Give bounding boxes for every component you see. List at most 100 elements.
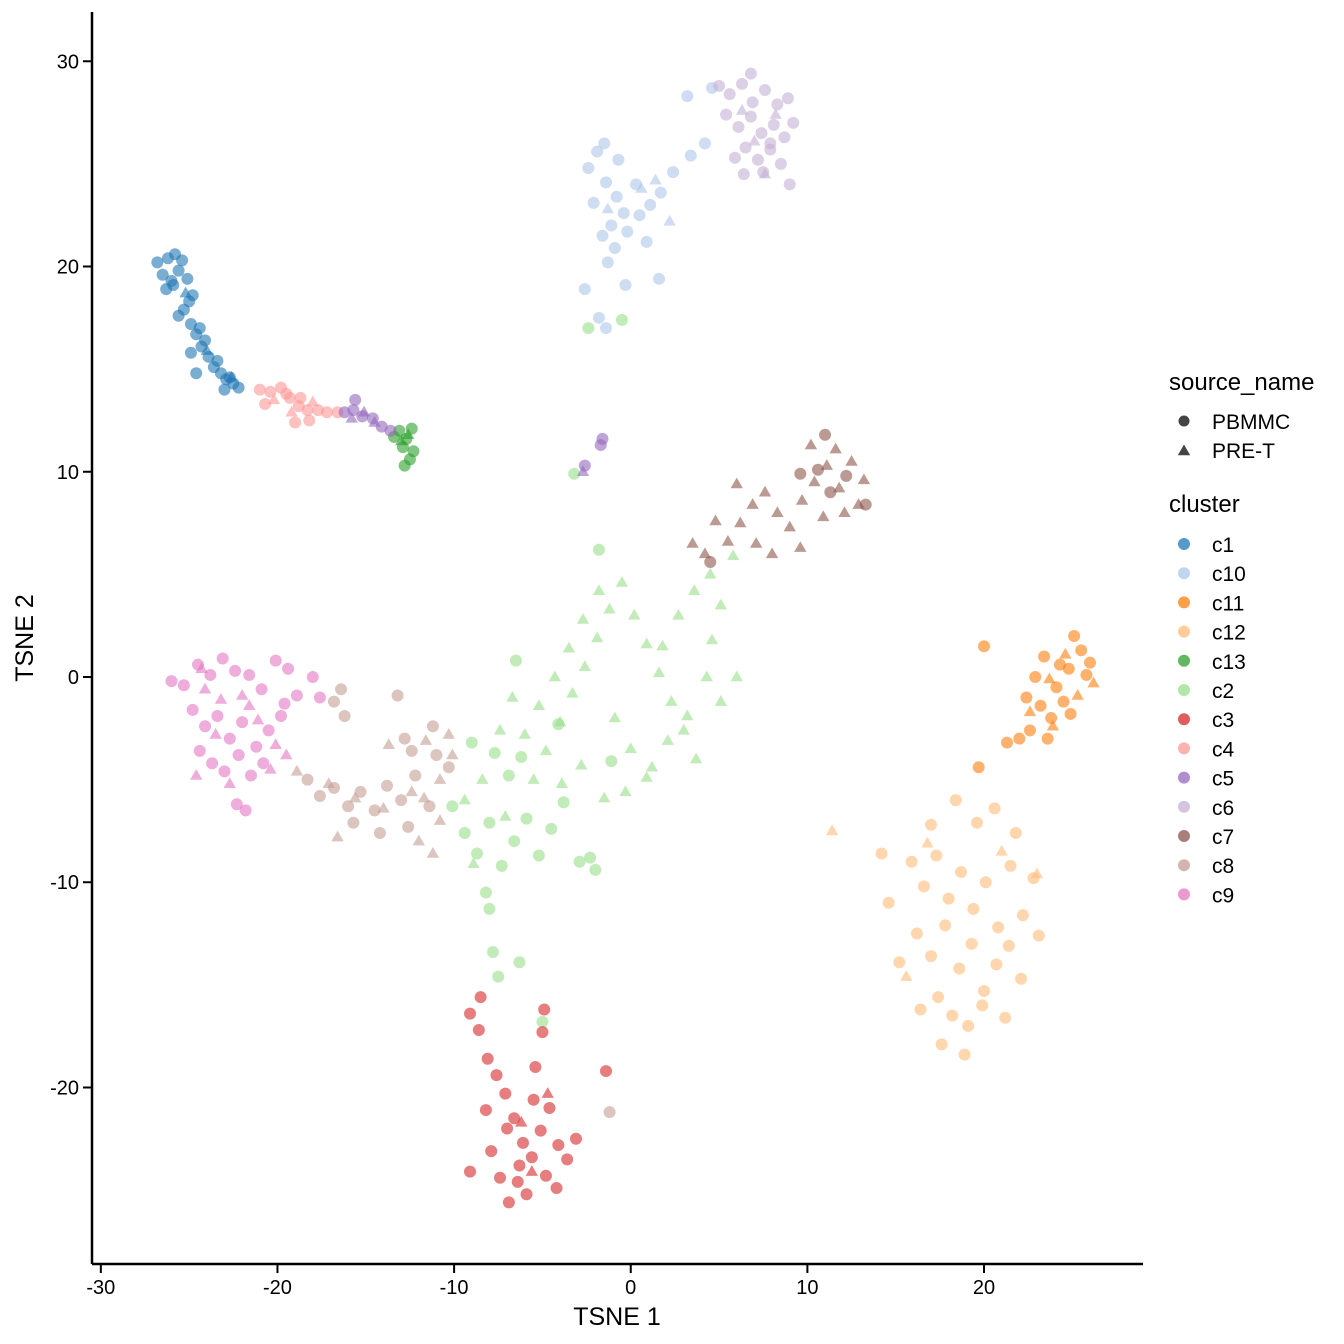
- color-legend-label-c12: c12: [1212, 622, 1246, 645]
- point-c2-triangle-30: [714, 695, 728, 706]
- point-c11-circle-17: [978, 640, 991, 653]
- point-c7-triangle-9: [820, 459, 833, 470]
- color-legend-key-c2: [1178, 684, 1190, 696]
- point-c6-circle-3: [746, 96, 759, 109]
- x-tick-label-1: -20: [263, 1277, 292, 1299]
- point-c9-triangle-10: [195, 662, 208, 674]
- point-c12-triangle-2: [995, 844, 1008, 856]
- y-tick-label-5: 30: [57, 51, 79, 73]
- point-c11-circle-0: [1029, 670, 1042, 683]
- point-c5-triangle-0: [345, 411, 358, 423]
- point-c3-triangle-2: [541, 1087, 554, 1098]
- point-c10-circle-27: [619, 278, 632, 291]
- shape-legend-entries: PBMMC PRE-T: [1177, 411, 1290, 463]
- point-c11-circle-4: [1075, 644, 1088, 657]
- point-c6-circle-8: [732, 120, 745, 133]
- point-c2-circle-19: [488, 746, 501, 759]
- point-c11-circle-10: [1041, 732, 1054, 745]
- point-c10-circle-20: [667, 166, 680, 179]
- point-c12-circle-11: [925, 950, 938, 963]
- point-c11-circle-13: [1084, 656, 1097, 669]
- point-c2-triangle-13: [689, 752, 703, 764]
- point-c2-triangle-24: [672, 608, 685, 620]
- point-c2-circle-10: [479, 886, 492, 899]
- color-legend-key-c6: [1178, 800, 1190, 813]
- point-c2-circle-17: [589, 863, 602, 876]
- point-c2-circle-16: [584, 851, 597, 864]
- point-c8-circle-9: [423, 800, 436, 813]
- point-c3-circle-17: [485, 1145, 498, 1158]
- point-c12-triangle-4: [900, 970, 913, 981]
- shape-legend-label-0: PBMMC: [1212, 411, 1290, 434]
- y-axis-title: TSNE 2: [11, 594, 39, 682]
- x-tick-label-4: 10: [796, 1277, 818, 1299]
- point-c1-circle-22: [211, 354, 224, 367]
- point-c9-circle-3: [204, 668, 217, 681]
- point-c3-circle-14: [520, 1188, 533, 1201]
- point-c9-triangle-0: [198, 682, 212, 694]
- point-c12-circle-24: [935, 1038, 948, 1051]
- point-c2-circle-3: [483, 816, 496, 829]
- point-c9-circle-6: [243, 668, 256, 681]
- color-legend-key-c3: [1178, 713, 1190, 726]
- point-c8-triangle-3: [377, 801, 390, 813]
- point-c2-circle-26: [615, 313, 628, 326]
- point-c10-circle-23: [681, 90, 694, 103]
- point-c12-circle-27: [882, 896, 895, 909]
- point-c3-circle-0: [464, 1007, 477, 1020]
- point-c2-triangle-29: [700, 670, 713, 682]
- point-c1-circle-11: [172, 309, 185, 322]
- point-c12-circle-7: [992, 921, 1005, 934]
- point-c2-triangle-17: [562, 641, 576, 653]
- point-c4-circle-9: [280, 387, 293, 400]
- point-c7-triangle-20: [686, 537, 699, 548]
- point-c7-circle-1: [840, 469, 853, 482]
- point-c3-circle-4: [499, 1087, 512, 1100]
- point-c10-circle-19: [600, 322, 613, 335]
- point-c13-circle-4: [398, 459, 411, 472]
- y-axis-ticks: -20 -10 0 10 20 30: [50, 51, 92, 1099]
- point-c6-triangle-1: [769, 108, 782, 119]
- point-c9-circle-11: [199, 720, 212, 733]
- point-c9-circle-4: [216, 652, 229, 665]
- point-c11-circle-7: [1045, 712, 1058, 725]
- point-c7-triangle-10: [833, 481, 846, 493]
- point-c9-circle-12: [211, 709, 224, 722]
- point-c11-triangle-2: [1023, 705, 1037, 717]
- point-c10-circle-1: [591, 145, 604, 158]
- point-c9-circle-10: [186, 703, 199, 716]
- point-c9-circle-13: [223, 732, 236, 745]
- point-c7-triangle-2: [734, 516, 747, 528]
- point-c2-triangle-45: [499, 810, 512, 821]
- point-c11-triangle-0: [1043, 672, 1056, 684]
- point-c7-triangle-14: [829, 442, 842, 454]
- point-c9-triangle-4: [264, 762, 277, 774]
- point-c8-circle-8: [409, 769, 422, 782]
- point-c4-circle-12: [289, 416, 302, 429]
- point-c7-circle-0: [824, 486, 837, 499]
- point-c10-triangle-0: [635, 182, 648, 193]
- point-c2-triangle-34: [619, 785, 632, 797]
- point-c7-triangle-23: [730, 477, 743, 489]
- point-c3-circle-5: [508, 1112, 521, 1125]
- point-c3-circle-24: [501, 1122, 514, 1135]
- point-c3-circle-19: [529, 1060, 542, 1073]
- point-c7-triangle-3: [746, 498, 759, 509]
- point-c9-circle-25: [239, 804, 252, 817]
- point-c2-triangle-40: [476, 773, 489, 784]
- color-legend-label-c1: c1: [1212, 534, 1234, 557]
- point-c8-circle-10: [347, 816, 360, 829]
- point-c2-triangle-21: [624, 742, 637, 754]
- point-c2-triangle-16: [548, 670, 561, 682]
- point-c2-circle-27: [536, 1015, 549, 1028]
- point-c2-triangle-31: [681, 709, 694, 721]
- point-c12-circle-23: [958, 1048, 971, 1061]
- color-legend-label-c13: c13: [1212, 651, 1246, 674]
- point-c9-circle-17: [275, 709, 288, 722]
- point-c6-circle-4: [758, 83, 771, 96]
- color-legend-label-c7: c7: [1212, 826, 1234, 849]
- point-c1-circle-7: [181, 272, 194, 285]
- point-c3-circle-28: [464, 1165, 477, 1178]
- point-c6-circle-5: [771, 98, 784, 111]
- point-c5-triangle-1: [357, 405, 371, 417]
